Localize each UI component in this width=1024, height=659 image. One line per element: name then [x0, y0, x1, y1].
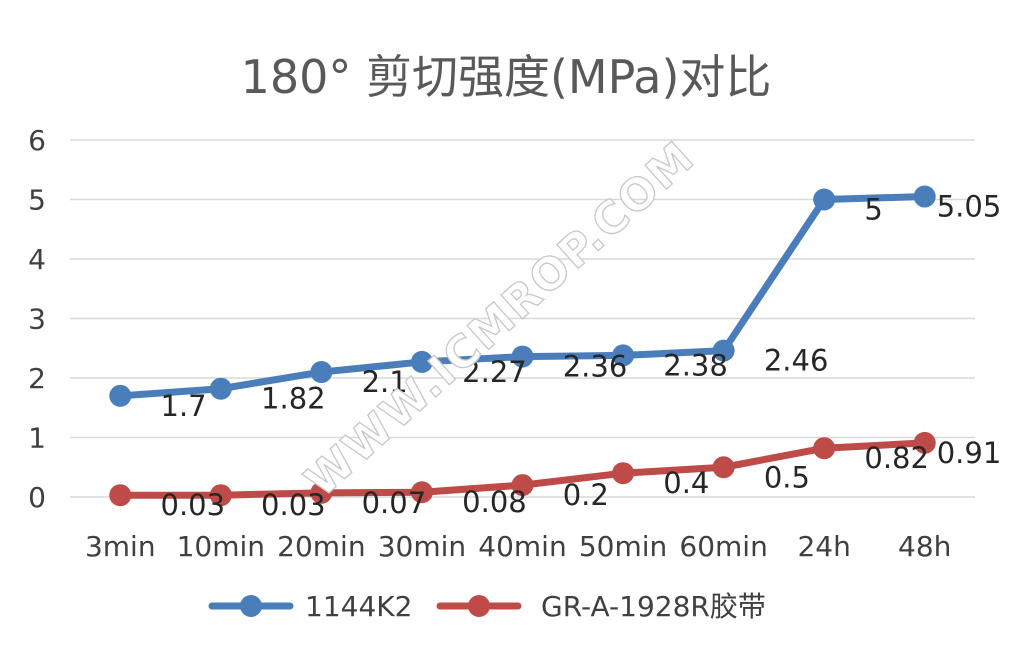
data-point — [209, 484, 232, 507]
x-tick-label: 40min — [478, 530, 566, 563]
data-label: 2.27 — [462, 355, 527, 389]
data-point — [109, 484, 132, 507]
x-tick-label: 10min — [177, 530, 265, 563]
data-point — [511, 474, 534, 497]
y-tick-label: 1 — [28, 422, 46, 455]
data-label: 2.46 — [764, 344, 829, 378]
data-label: 0.91 — [937, 436, 1002, 470]
data-point — [511, 345, 534, 368]
y-tick-label: 3 — [28, 303, 46, 336]
data-point — [612, 344, 635, 367]
data-label: 0.4 — [663, 466, 709, 500]
data-label: 0.03 — [161, 488, 226, 522]
y-tick-label: 4 — [28, 243, 46, 276]
data-point — [310, 361, 333, 384]
y-axis-ticks: 0 1 2 3 4 5 6 — [28, 124, 46, 514]
data-point — [612, 462, 635, 485]
data-point — [813, 437, 836, 460]
x-tick-label: 24h — [797, 530, 850, 563]
data-label: 0.5 — [764, 460, 810, 494]
data-label: 0.08 — [462, 485, 527, 519]
data-point — [712, 456, 735, 479]
data-point — [310, 481, 333, 504]
x-tick-label: 20min — [277, 530, 365, 563]
data-label: 5.05 — [937, 190, 1002, 224]
data-labels: 1.7 1.82 2.1 2.27 2.36 2.38 2.46 5 5.05 0.03 0.03 0… — [161, 190, 1002, 523]
y-tick-label: 6 — [28, 124, 46, 157]
data-point — [913, 431, 936, 454]
legend: 1144K2 GR-A-1928R胶带 — [208, 590, 766, 623]
data-label: 2.36 — [563, 350, 628, 384]
legend-label: GR-A-1928R胶带 — [541, 590, 766, 623]
data-point — [109, 384, 132, 407]
data-point — [913, 185, 936, 208]
y-tick-label: 0 — [28, 481, 46, 514]
y-tick-label: 2 — [28, 362, 46, 395]
x-tick-label: 48h — [898, 530, 951, 563]
data-label: 2.38 — [663, 348, 728, 382]
data-label: 0.2 — [563, 478, 609, 512]
x-tick-label: 30min — [378, 530, 466, 563]
x-tick-label: 60min — [679, 530, 767, 563]
y-tick-label: 5 — [28, 184, 46, 217]
data-label: 2.1 — [362, 365, 408, 399]
data-label: 0.07 — [362, 486, 427, 520]
data-label: 1.82 — [261, 382, 326, 416]
data-label: 0.82 — [864, 441, 929, 475]
data-point — [712, 339, 735, 362]
data-label: 1.7 — [161, 389, 207, 423]
x-tick-label: 50min — [579, 530, 667, 563]
data-point — [813, 188, 836, 211]
data-point — [410, 481, 433, 504]
data-point — [209, 377, 232, 400]
series-layer — [109, 185, 936, 507]
legend-label: 1144K2 — [305, 590, 412, 623]
data-point — [410, 350, 433, 373]
data-label: 5 — [864, 193, 882, 227]
x-tick-label: 3min — [85, 530, 156, 563]
x-axis-ticks: 3min 10min 20min 30min 40min 50min 60min 24h 48h — [85, 530, 951, 563]
legend-marker — [240, 595, 262, 617]
legend-marker — [468, 595, 490, 617]
chart-title: 180° 剪切强度(MPa)对比 — [241, 50, 772, 104]
data-label: 0.03 — [261, 488, 326, 522]
